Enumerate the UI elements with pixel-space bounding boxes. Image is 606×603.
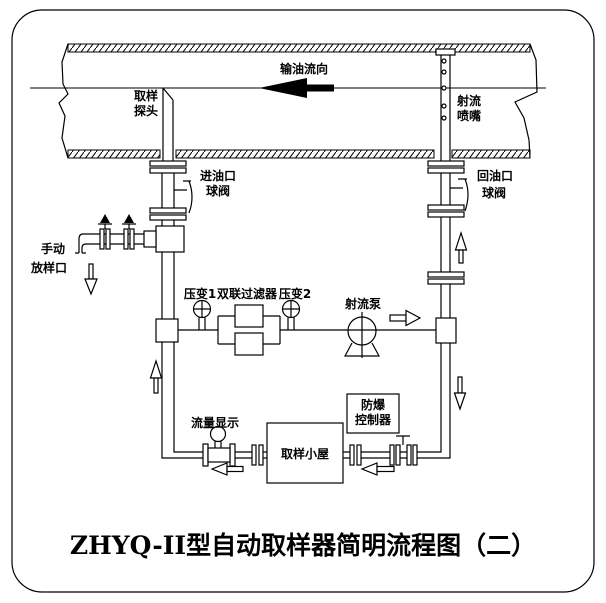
flange bbox=[427, 211, 465, 218]
nozzle-label-line1: 射流 bbox=[456, 93, 481, 108]
controller-label-line1: 防爆 bbox=[361, 397, 386, 412]
flange bbox=[149, 160, 187, 167]
bottom-loop: 流量显示 取样小屋 防爆 控制器 bbox=[191, 393, 418, 484]
outer-border bbox=[11, 9, 595, 593]
jet-pump-icon bbox=[343, 312, 381, 358]
probe-label-line2: 探头 bbox=[134, 103, 158, 118]
flange bbox=[349, 444, 355, 466]
flow-display-label: 流量显示 bbox=[191, 415, 239, 430]
flow-meter-icon bbox=[202, 425, 236, 467]
flange bbox=[356, 444, 362, 466]
tee-block bbox=[155, 225, 185, 253]
flange bbox=[149, 214, 187, 221]
flow-direction-arrow-icon bbox=[259, 78, 334, 98]
gate-valve-icon bbox=[389, 435, 418, 466]
pipe-bottom-wall-mid bbox=[175, 149, 435, 159]
flow-direction-label: 输油流向 bbox=[280, 61, 328, 76]
tee-block bbox=[155, 318, 179, 343]
inlet-valve-label-line2: 球阀 bbox=[206, 183, 230, 198]
inlet-ball-valve-icon bbox=[174, 180, 193, 214]
flange bbox=[123, 228, 129, 250]
pipe-bottom-wall-right bbox=[451, 149, 531, 159]
flange bbox=[427, 271, 465, 278]
pressure-gauge-2-icon bbox=[281, 299, 301, 330]
flange bbox=[427, 160, 465, 167]
pt1-label: 压变1 bbox=[184, 286, 216, 301]
sampling-house-label: 取样小屋 bbox=[281, 446, 329, 461]
filter-label: 双联过滤器 bbox=[217, 286, 278, 301]
left-riser: 进油口 球阀 bbox=[149, 160, 236, 459]
filter-pump-line: 压变1 双联过滤器 压变2 射流泵 bbox=[178, 286, 457, 358]
manual-sampling-branch: 手动 放样口 bbox=[30, 214, 157, 296]
flange bbox=[427, 204, 465, 211]
hand-valve-icon bbox=[122, 214, 136, 229]
up-arrow-icon bbox=[454, 231, 468, 264]
return-ball-valve-icon bbox=[450, 178, 469, 212]
pt2-label: 压变2 bbox=[279, 286, 311, 301]
manual-port-label-line1: 手动 bbox=[41, 241, 65, 256]
flange bbox=[258, 444, 264, 466]
right-arrow-icon bbox=[389, 309, 422, 327]
controller-box bbox=[346, 393, 400, 434]
flange bbox=[149, 207, 187, 214]
duplex-filter-icon bbox=[217, 304, 281, 356]
left-arrow-icon bbox=[360, 462, 395, 476]
probe-label-line1: 取样 bbox=[134, 88, 158, 103]
pump-label: 射流泵 bbox=[344, 296, 381, 311]
manual-port-label-line2: 放样口 bbox=[30, 260, 67, 275]
pressure-gauge-1-icon bbox=[192, 299, 212, 330]
down-arrow-icon bbox=[453, 376, 467, 411]
left-arrow-icon bbox=[210, 462, 244, 476]
up-arrow-icon bbox=[149, 359, 163, 394]
right-riser: 回油口 球阀 bbox=[417, 160, 513, 459]
flange bbox=[149, 167, 187, 174]
return-valve-label-line2: 球阀 bbox=[482, 185, 506, 200]
inlet-valve-label-line1: 进油口 bbox=[200, 168, 236, 183]
nozzle-label-line2: 喷嘴 bbox=[457, 108, 481, 123]
nozzle-cap bbox=[435, 48, 456, 56]
tee-connector bbox=[143, 230, 157, 248]
flange bbox=[427, 278, 465, 285]
sampling-house-box bbox=[266, 422, 344, 484]
hand-valve-icon bbox=[98, 214, 112, 229]
spout-elbow bbox=[75, 233, 87, 254]
junction-block bbox=[435, 317, 457, 344]
flange bbox=[99, 228, 105, 250]
diagram-title: ZHYQ-II型自动取样器简明流程图（二） bbox=[70, 531, 536, 560]
sampling-probe: 取样 探头 bbox=[134, 87, 174, 161]
probe-tube bbox=[162, 87, 174, 161]
down-arrow-icon bbox=[84, 263, 98, 296]
flange bbox=[427, 167, 465, 174]
pipe-break-right bbox=[514, 43, 538, 159]
flange bbox=[251, 444, 257, 466]
return-valve-label-line1: 回油口 bbox=[477, 168, 513, 183]
pipe-break-left bbox=[58, 43, 69, 159]
jet-nozzle: 射流 喷嘴 bbox=[435, 48, 481, 161]
main-pipeline: 输油流向 bbox=[30, 43, 546, 159]
flange bbox=[105, 228, 111, 250]
controller-label-line2: 控制器 bbox=[355, 412, 392, 427]
pipe-bottom-wall-left bbox=[67, 149, 161, 159]
pipe-top-wall bbox=[67, 43, 531, 53]
flange bbox=[129, 228, 135, 250]
